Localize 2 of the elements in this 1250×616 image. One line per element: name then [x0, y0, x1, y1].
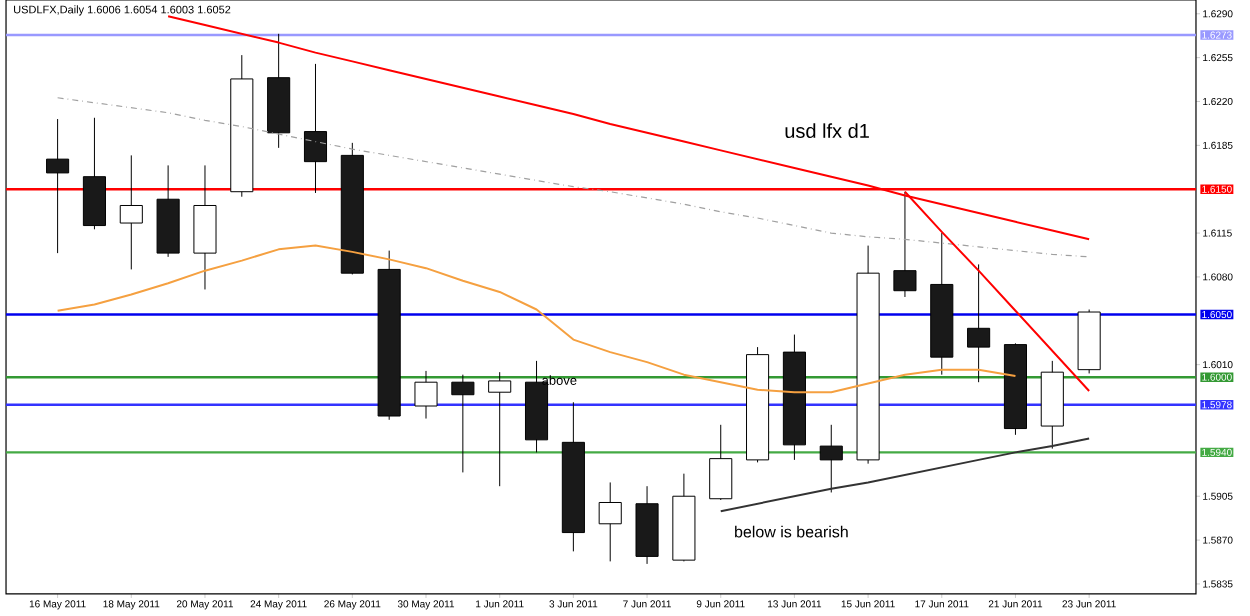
annotation: usd lfx d1: [785, 123, 869, 138]
annotation: below is bearish: [735, 525, 848, 538]
